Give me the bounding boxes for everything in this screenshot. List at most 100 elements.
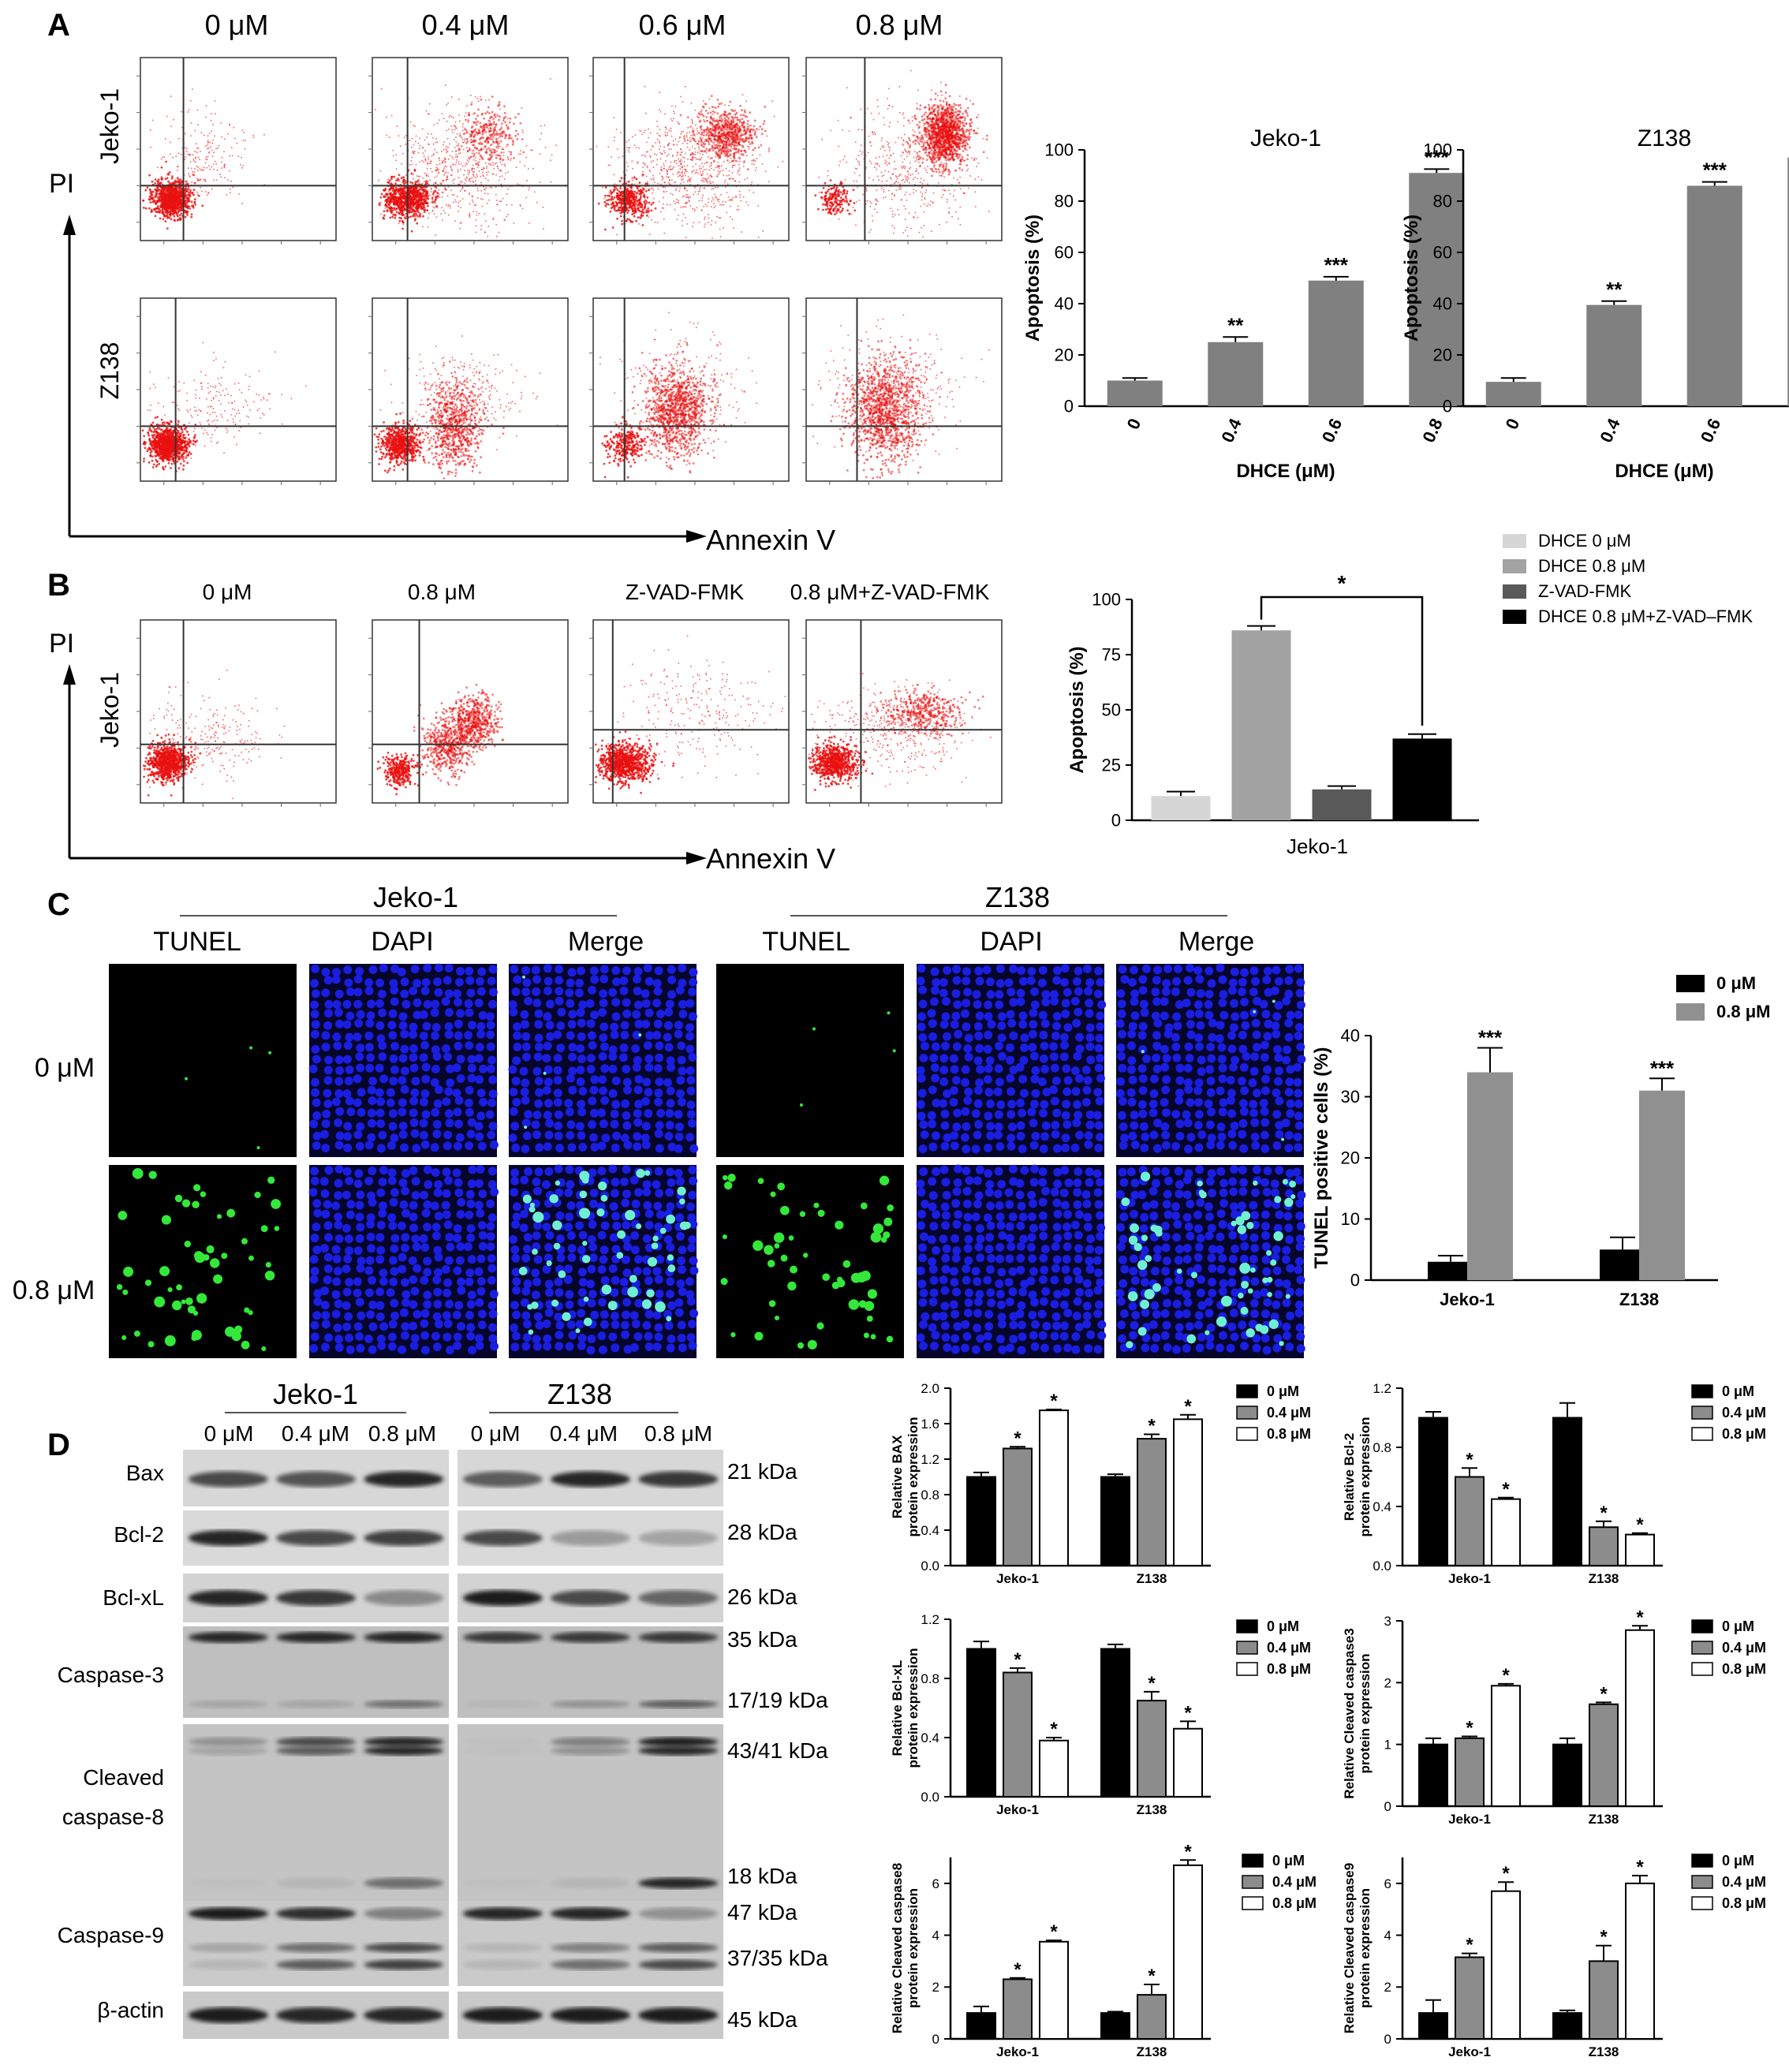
panel-letter-d: D: [47, 1428, 70, 1462]
significance-bracket: [1260, 595, 1424, 726]
x-tick-label: Jeko-1: [996, 1571, 1039, 1586]
significance-marker: *: [1466, 1935, 1473, 1956]
y-tick-label: 4: [932, 1928, 939, 1943]
band: [550, 2007, 631, 2023]
y-axis-label: Relative Cleaved caspase3: [1342, 1628, 1357, 1798]
band: [188, 1737, 268, 1747]
legend-label: 0 μM: [1267, 1383, 1299, 1399]
flow-dots: [808, 673, 992, 791]
micro-background: [716, 1165, 904, 1358]
bar: [1107, 380, 1163, 406]
flow-dots: [594, 635, 786, 794]
significance-marker: ***: [1425, 145, 1449, 169]
size-label: 35 kDa: [727, 1627, 797, 1652]
y-axis-label: Apoptosis (%): [1066, 646, 1088, 773]
bar: [1308, 280, 1364, 406]
band: [638, 1530, 719, 1546]
axis-label-annexin-a: Annexin V: [706, 524, 835, 556]
micro-background: [109, 964, 297, 1157]
y-tick-label: 20: [1055, 345, 1074, 365]
bar: [1455, 1737, 1485, 1807]
flow-plot-a-jeko1-3: [802, 57, 1003, 245]
y-tick-label: 0: [1443, 397, 1452, 416]
y-tick-label: 100: [1044, 140, 1074, 160]
band: [188, 1590, 268, 1606]
annexin-arrowhead-b: [686, 852, 707, 864]
flow-dots: [142, 669, 286, 800]
bar: [1625, 1533, 1655, 1566]
significance-marker: ***: [1324, 253, 1349, 277]
legend-d: 0 μM 0.4 μM 0.8 μM: [1691, 1618, 1766, 1677]
legend-label: 0.8 μM: [1267, 1426, 1311, 1442]
band: [462, 1737, 543, 1747]
y-axis-label: TUNEL positive cells (%): [1311, 1047, 1332, 1269]
x-tick-label: Z138: [1589, 1812, 1619, 1827]
lane-label: 0.8 μM: [644, 1421, 712, 1446]
bar: [966, 1648, 996, 1798]
y-axis-label: protein expression: [1358, 1417, 1373, 1536]
y-tick-label: 60: [1055, 243, 1074, 263]
x-tick-label: Z138: [1137, 2044, 1167, 2059]
bar: [1428, 1261, 1473, 1280]
band: [550, 1943, 631, 1953]
significance-marker: *: [1184, 1702, 1192, 1723]
bar: [1625, 1882, 1655, 2040]
bar: [1589, 1703, 1619, 1807]
y-tick-label: 0: [1384, 2032, 1391, 2047]
flow-dots: [814, 69, 990, 238]
bar: [1392, 738, 1452, 820]
y-tick-label: 20: [1341, 1148, 1360, 1168]
protein-label: Caspase-3: [58, 1663, 164, 1687]
band: [188, 1943, 268, 1953]
x-tick-label: Z138: [1589, 2044, 1619, 2059]
x-tick-label: 0: [1122, 416, 1145, 433]
y-tick-label: 2: [932, 1980, 939, 1995]
blot-strip: [458, 1992, 723, 2039]
band: [638, 1745, 719, 1756]
legend-label: DHCE 0 μM: [1538, 531, 1631, 551]
y-tick-label: 100: [1423, 140, 1452, 160]
bar: [1467, 1072, 1513, 1280]
flow-plot-b-3: [802, 619, 1003, 807]
blot-strip: [458, 1450, 723, 1506]
bar-chart-d-1: 0.0 0.4 0.8 1.2 Relative Bcl-2 protein expres…: [1342, 1381, 1766, 1586]
bar: [1003, 1978, 1033, 2040]
bar: [1552, 2012, 1582, 2040]
bar: [1409, 173, 1465, 406]
conc-label-06: 0.6 μM: [639, 9, 726, 41]
x-tick-label: Jeko-1: [996, 2044, 1039, 2059]
significance-marker: *: [1338, 571, 1346, 595]
y-tick-label: 0.0: [1373, 1559, 1391, 1574]
legend-swatch: [1676, 975, 1705, 992]
legend-label: Z-VAD-FMK: [1538, 581, 1631, 601]
micro-image: [916, 964, 1107, 1157]
bar: [1003, 1671, 1033, 1798]
legend-label: 0.8 μM: [1722, 1661, 1766, 1677]
band: [188, 1700, 268, 1708]
blot-strip: [183, 1992, 449, 2039]
y-tick-label: 80: [1433, 192, 1452, 211]
band: [364, 1590, 444, 1606]
bar: [1455, 1956, 1485, 2040]
group-label-z138-d: Z138: [547, 1378, 612, 1410]
bar-chart-c: 0 10 20 30 40 TUNEL positive cells (%) Jeko-1 *…: [1311, 973, 1770, 1309]
band: [638, 1590, 719, 1606]
bar: [1100, 1476, 1130, 1566]
western-blots: Bax Bcl-2 Bcl-xL Caspase-3 Cleaved caspase-8 C…: [58, 1450, 828, 2039]
micro-image: [308, 1164, 499, 1358]
legend-d: 0 μM 0.4 μM 0.8 μM: [1242, 1853, 1317, 1911]
x-tick-label: Jeko-1: [1448, 1812, 1491, 1827]
y-tick-label: 3: [1384, 1614, 1391, 1629]
pi-arrowhead-a: [63, 215, 76, 235]
band: [638, 1471, 719, 1488]
y-tick-label: 1.2: [1373, 1381, 1391, 1396]
flow-frame: [805, 297, 1003, 482]
band: [364, 1959, 444, 1970]
legend-swatch: [1676, 1003, 1705, 1021]
y-tick-label: 2.0: [921, 1381, 939, 1396]
bar: [1491, 1498, 1521, 1566]
y-tick-label: 0.8: [921, 1671, 939, 1686]
flow-dots: [599, 312, 758, 479]
y-axis-label: protein expression: [906, 1417, 921, 1536]
band: [462, 1943, 543, 1953]
